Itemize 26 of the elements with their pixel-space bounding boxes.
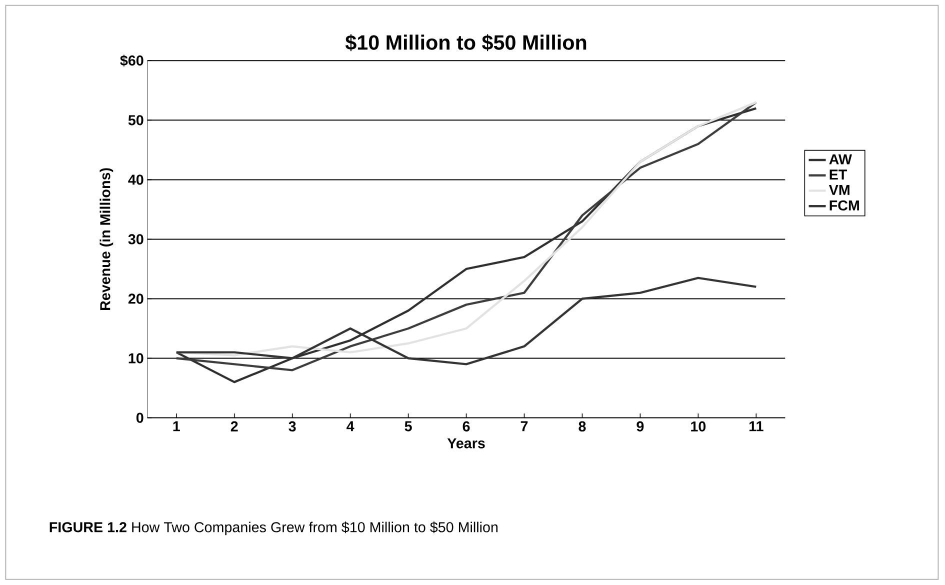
y-tick-label: 30 (128, 234, 144, 244)
y-tick-label: 0 (136, 412, 144, 423)
x-tick-label: 10 (691, 421, 706, 432)
x-tick-label: 6 (462, 421, 470, 432)
x-tick-label: 5 (404, 421, 412, 432)
x-tick-label: 7 (520, 421, 528, 432)
legend-label: ET (830, 170, 848, 180)
x-tick-label: 8 (578, 421, 586, 432)
x-tick-label: 11 (749, 421, 764, 432)
x-tick-label: 1 (173, 421, 180, 432)
y-tick-label: 40 (128, 174, 144, 185)
y-tick-label: 10 (128, 353, 144, 364)
legend-label: AW (829, 154, 852, 164)
chart-title: $10 Million to $50 Million (345, 34, 586, 52)
x-tick-label: 4 (346, 421, 354, 432)
x-axis-title: Years (447, 438, 485, 448)
legend-label: FCM (830, 200, 859, 211)
text: FIGURE 1.2 How Two Companies Grew from $10 Million to $50 Million (50, 522, 498, 536)
y-tick-label: 50 (128, 115, 144, 126)
y-tick-label: $60 (120, 54, 144, 67)
x-tick-label: 2 (230, 421, 238, 432)
y-axis-title: Revenue (in Millions) (100, 168, 114, 310)
x-tick-label: 3 (288, 421, 296, 432)
legend-label: VM (828, 185, 850, 195)
y-tick-label: 20 (128, 294, 144, 304)
x-tick-label: 9 (636, 421, 644, 432)
